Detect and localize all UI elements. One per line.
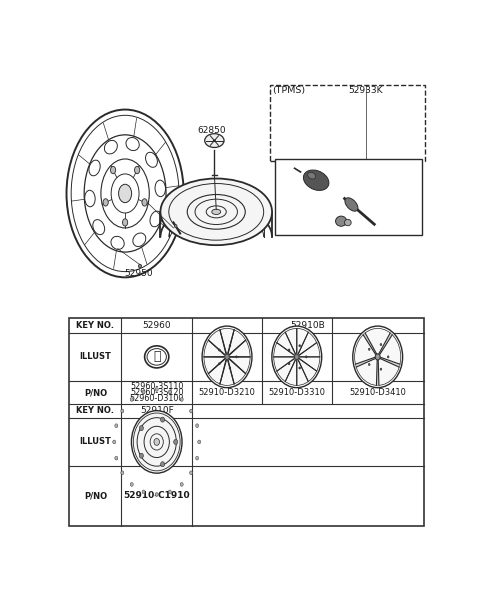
- Text: P/NO: P/NO: [84, 491, 107, 500]
- Ellipse shape: [387, 356, 389, 358]
- Ellipse shape: [305, 356, 307, 358]
- Text: KEY NO.: KEY NO.: [76, 321, 114, 330]
- Ellipse shape: [155, 387, 158, 391]
- Ellipse shape: [130, 482, 133, 487]
- Ellipse shape: [196, 456, 199, 460]
- Ellipse shape: [180, 398, 183, 401]
- Text: 52960-3S120: 52960-3S120: [130, 388, 183, 397]
- Ellipse shape: [139, 264, 142, 268]
- Ellipse shape: [174, 439, 178, 444]
- Ellipse shape: [204, 134, 224, 147]
- Ellipse shape: [299, 367, 300, 369]
- Text: 62850: 62850: [198, 125, 226, 134]
- Text: 52910F: 52910F: [140, 407, 174, 416]
- Ellipse shape: [345, 219, 351, 226]
- Ellipse shape: [142, 199, 147, 206]
- Text: ILLUST: ILLUST: [79, 352, 111, 361]
- Text: 52910-C1910: 52910-C1910: [123, 491, 190, 500]
- Ellipse shape: [198, 440, 201, 444]
- Ellipse shape: [142, 490, 145, 494]
- Ellipse shape: [288, 363, 290, 365]
- Ellipse shape: [229, 367, 231, 369]
- Text: 52910-D3310: 52910-D3310: [268, 388, 325, 397]
- Text: 52960-3S110: 52960-3S110: [130, 382, 183, 391]
- Ellipse shape: [134, 167, 140, 174]
- Ellipse shape: [303, 170, 329, 190]
- Ellipse shape: [113, 440, 116, 444]
- Ellipse shape: [190, 409, 192, 413]
- Ellipse shape: [213, 140, 216, 141]
- Ellipse shape: [295, 354, 299, 359]
- Text: 52910B: 52910B: [290, 321, 325, 330]
- Text: 52960-D3100: 52960-D3100: [130, 394, 184, 403]
- Ellipse shape: [122, 219, 128, 226]
- Ellipse shape: [121, 471, 124, 475]
- Bar: [69, 318, 424, 526]
- Text: P/NO: P/NO: [84, 388, 107, 397]
- Text: 52910-D3410: 52910-D3410: [349, 388, 406, 397]
- Text: 52933: 52933: [183, 215, 211, 224]
- Ellipse shape: [299, 344, 300, 347]
- Ellipse shape: [103, 199, 108, 206]
- Ellipse shape: [380, 368, 382, 370]
- Text: 52960: 52960: [143, 321, 171, 330]
- Bar: [270, 85, 424, 161]
- Ellipse shape: [174, 224, 177, 227]
- Ellipse shape: [115, 424, 118, 427]
- Ellipse shape: [130, 398, 133, 401]
- Text: 24537: 24537: [365, 214, 393, 223]
- Text: 52950: 52950: [124, 269, 153, 278]
- Bar: [275, 159, 422, 235]
- Ellipse shape: [212, 209, 221, 214]
- Ellipse shape: [353, 326, 403, 387]
- Text: 52933K: 52933K: [348, 87, 383, 96]
- Ellipse shape: [160, 461, 165, 467]
- Ellipse shape: [229, 344, 231, 347]
- Ellipse shape: [154, 438, 159, 445]
- Ellipse shape: [368, 364, 370, 365]
- Ellipse shape: [168, 390, 171, 394]
- Text: KEY NO.: KEY NO.: [76, 407, 114, 416]
- Ellipse shape: [236, 356, 238, 358]
- Ellipse shape: [190, 471, 192, 475]
- Ellipse shape: [110, 167, 116, 174]
- Ellipse shape: [121, 409, 124, 413]
- Ellipse shape: [218, 349, 220, 351]
- Ellipse shape: [139, 426, 144, 430]
- Ellipse shape: [160, 179, 272, 245]
- Text: 52933D: 52933D: [376, 192, 409, 201]
- Ellipse shape: [225, 354, 229, 359]
- Ellipse shape: [119, 184, 132, 202]
- Ellipse shape: [168, 490, 171, 494]
- Ellipse shape: [218, 363, 220, 365]
- Ellipse shape: [380, 343, 382, 346]
- Ellipse shape: [142, 390, 145, 394]
- Text: (TPMS): (TPMS): [272, 87, 305, 96]
- Ellipse shape: [308, 173, 316, 179]
- Ellipse shape: [155, 493, 158, 496]
- Ellipse shape: [272, 326, 322, 387]
- Text: ILLUST: ILLUST: [79, 438, 111, 447]
- Ellipse shape: [375, 354, 380, 360]
- Text: 52933E: 52933E: [340, 170, 373, 179]
- Ellipse shape: [196, 424, 199, 427]
- Ellipse shape: [139, 453, 144, 458]
- Ellipse shape: [288, 349, 290, 351]
- Text: Ⓗ: Ⓗ: [153, 350, 160, 364]
- Ellipse shape: [180, 482, 183, 487]
- Ellipse shape: [132, 411, 182, 473]
- Ellipse shape: [202, 326, 252, 387]
- Ellipse shape: [115, 456, 118, 460]
- Text: 52910-D3210: 52910-D3210: [199, 388, 255, 397]
- Ellipse shape: [368, 348, 370, 350]
- Ellipse shape: [336, 216, 347, 226]
- Ellipse shape: [345, 198, 358, 211]
- Ellipse shape: [160, 417, 165, 422]
